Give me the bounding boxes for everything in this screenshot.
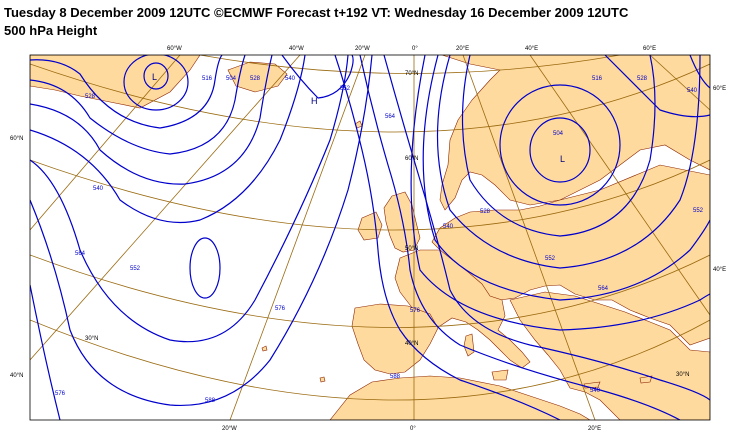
contour-east-edge-1 — [604, 55, 710, 118]
contour-label: 552 — [693, 208, 704, 214]
meridian-40w — [30, 55, 301, 361]
contour-label: 576 — [55, 391, 66, 397]
contour-ridge-3 — [359, 55, 681, 420]
contour-label: 528 — [637, 76, 648, 82]
low-pressure-centre-west: L — [152, 72, 157, 82]
contour-trough-540 — [30, 55, 306, 223]
top-lon-label: 0° — [412, 46, 418, 52]
height-contours — [30, 55, 710, 420]
contour-label: 516 — [592, 76, 603, 82]
contour-label: 528 — [85, 94, 96, 100]
contour-ridge-1 — [281, 55, 354, 99]
iceland-landmass — [227, 61, 288, 93]
contour-ridge-4 — [383, 55, 710, 401]
contour-low-east-3 — [461, 55, 656, 237]
top-lon-label: 20°W — [355, 46, 370, 52]
inner-lat-label: 40°N — [405, 341, 418, 347]
contour-trough-564 — [30, 55, 373, 407]
contour-label: 552 — [130, 266, 141, 272]
contour-label: 540 — [443, 224, 454, 230]
contour-low-east-6 — [410, 55, 710, 331]
great-britain-landmass — [383, 191, 421, 253]
contour-cutoff — [189, 237, 221, 299]
contour-low-east-5 — [422, 55, 710, 301]
forecast-title: Tuesday 8 December 2009 12UTC ©ECMWF For… — [4, 5, 629, 20]
graticule — [30, 55, 710, 420]
contour-trough-552 — [30, 55, 349, 343]
madeira-island — [319, 376, 326, 383]
contour-label: 540 — [687, 88, 698, 94]
top-lon-label: 60°W — [167, 46, 182, 52]
right-lon-label: 60°E — [713, 86, 726, 92]
sardinia-corsica — [463, 333, 475, 357]
contour-low-west-5 — [30, 55, 273, 185]
azores-island — [261, 345, 268, 352]
contour-low-west-inner — [143, 62, 169, 90]
right-lon-label: 40°E — [713, 267, 726, 273]
low-pressure-centre-east: L — [560, 154, 565, 164]
contour-label: 528 — [250, 76, 261, 82]
contour-low-west-3 — [30, 55, 223, 129]
parallel-40n — [30, 254, 710, 328]
field-title: 500 hPa Height — [4, 23, 98, 38]
contour-label: 576 — [275, 306, 286, 312]
top-lon-label: 20°E — [456, 46, 469, 52]
contour-low-west-4 — [30, 55, 246, 155]
contour-trough-576 — [30, 284, 61, 420]
contour-east-edge-2 — [689, 55, 710, 89]
contour-label: 540 — [590, 388, 601, 394]
left-lat-label: 60°N — [10, 136, 23, 142]
contour-label: 552 — [545, 256, 556, 262]
contour-labels: 528 540 552 564 576 516 504 528 540 552 … — [55, 76, 704, 404]
contour-low-east-4 — [436, 55, 701, 269]
top-lon-label: 60°E — [643, 46, 656, 52]
eastern-europe-landmass — [431, 164, 710, 346]
bottom-lon-label: 20°E — [588, 426, 601, 432]
iberia-landmass — [351, 303, 439, 375]
inner-lat-label: 50°N — [405, 246, 418, 252]
contour-label: 564 — [75, 251, 86, 257]
contour-label: 564 — [385, 114, 396, 120]
parallel-30n — [30, 319, 710, 401]
contour-label: 576 — [410, 308, 421, 314]
contour-label: 564 — [598, 286, 609, 292]
contour-label: 504 — [226, 76, 237, 82]
inner-lat-label: 60°N — [405, 156, 418, 162]
top-lon-label: 40°E — [525, 46, 538, 52]
contour-label: 516 — [202, 76, 213, 82]
contour-label: 588 — [205, 398, 216, 404]
meridian-20e — [462, 55, 596, 420]
inner-lat-label: 70°N — [405, 71, 418, 77]
contour-ridge-2 — [334, 55, 561, 420]
inner-lat-label: 30°N — [85, 336, 98, 342]
contour-label: 540 — [285, 76, 296, 82]
contour-low-west-2 — [123, 55, 189, 111]
contour-low-east-inner — [529, 117, 591, 183]
parallel-60n — [30, 63, 710, 133]
bottom-lon-label: 20°W — [222, 426, 237, 432]
map-frame — [29, 54, 711, 421]
contour-label: 504 — [553, 131, 564, 137]
contour-label: 528 — [480, 209, 491, 215]
contour-label: 552 — [340, 86, 351, 92]
meridian-60w — [30, 55, 181, 231]
high-pressure-centre: H — [311, 96, 318, 106]
contour-label: 588 — [390, 374, 401, 380]
meridian-40e — [529, 55, 710, 316]
parallel-70n — [199, 55, 621, 74]
sicily — [491, 369, 509, 381]
inner-lat-label: 30°N — [676, 372, 689, 378]
scandinavia-landmass — [439, 55, 710, 211]
meridian-60e — [649, 55, 710, 111]
left-lat-label: 40°N — [10, 373, 23, 379]
bottom-lon-label: 0° — [410, 426, 416, 432]
north-africa-landmass — [329, 375, 591, 420]
meridian-20w — [229, 55, 366, 420]
contour-low-east-2 — [499, 84, 621, 206]
parallel-50n — [30, 159, 710, 231]
contour-label: 540 — [93, 186, 104, 192]
top-lon-label: 40°W — [289, 46, 304, 52]
